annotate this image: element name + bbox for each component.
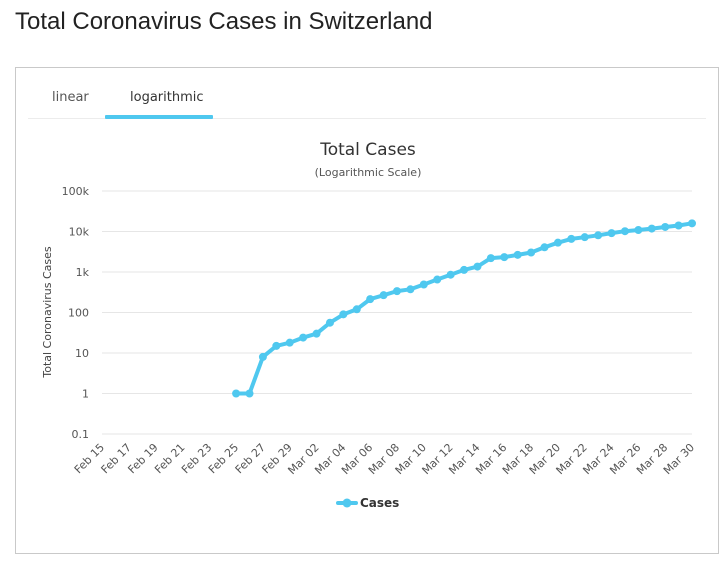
chart-subtitle: (Logarithmic Scale) xyxy=(315,166,422,179)
data-point[interactable] xyxy=(634,225,643,234)
data-point[interactable] xyxy=(647,224,656,233)
data-point[interactable] xyxy=(312,329,321,338)
chart-title: Total Cases xyxy=(319,140,416,160)
data-point[interactable] xyxy=(379,291,388,300)
data-point[interactable] xyxy=(433,275,442,284)
grid-lines xyxy=(102,190,692,435)
y-tick-label: 0.1 xyxy=(72,428,90,441)
data-point[interactable] xyxy=(527,248,536,257)
data-point[interactable] xyxy=(594,231,603,240)
tab-logarithmic[interactable]: logarithmic xyxy=(130,90,204,105)
data-point[interactable] xyxy=(580,233,589,242)
series-cases xyxy=(232,219,696,398)
y-tick-label: 1 xyxy=(82,388,89,401)
tab-linear[interactable]: linear xyxy=(52,90,89,105)
data-point[interactable] xyxy=(258,352,267,361)
data-point[interactable] xyxy=(607,229,616,238)
data-point[interactable] xyxy=(285,338,294,347)
data-point[interactable] xyxy=(661,222,670,231)
page-title: Total Coronavirus Cases in Switzerland xyxy=(15,8,433,35)
legend-label-cases: Cases xyxy=(360,496,399,510)
data-point[interactable] xyxy=(553,238,562,247)
data-point[interactable] xyxy=(339,310,348,319)
data-point[interactable] xyxy=(567,234,576,243)
data-point[interactable] xyxy=(460,265,469,274)
active-tab-indicator xyxy=(105,115,213,119)
data-point[interactable] xyxy=(232,389,241,398)
data-point[interactable] xyxy=(513,250,522,259)
data-point[interactable] xyxy=(620,227,629,236)
data-point[interactable] xyxy=(446,270,455,279)
data-point[interactable] xyxy=(393,287,401,296)
data-point[interactable] xyxy=(540,243,549,252)
data-point[interactable] xyxy=(500,253,509,262)
legend[interactable]: Cases xyxy=(336,496,399,510)
data-point[interactable] xyxy=(352,305,361,314)
data-point[interactable] xyxy=(473,262,482,271)
data-point[interactable] xyxy=(486,254,495,263)
chart-panel: linear logarithmic xyxy=(15,67,719,554)
y-tick-label: 100 xyxy=(68,307,89,320)
data-point[interactable] xyxy=(245,389,254,398)
data-point[interactable] xyxy=(366,295,375,304)
y-tick-label: 10k xyxy=(69,226,90,239)
legend-marker xyxy=(342,498,352,508)
y-tick-label: 100k xyxy=(62,185,90,198)
data-point[interactable] xyxy=(299,333,308,342)
data-point[interactable] xyxy=(406,285,415,294)
y-tick-label: 10 xyxy=(75,347,89,360)
data-point[interactable] xyxy=(674,221,683,230)
data-point[interactable] xyxy=(272,341,281,350)
data-point[interactable] xyxy=(325,318,334,327)
y-tick-labels: 0.1 1 10 100 1k 10k 100k xyxy=(62,185,90,441)
y-axis-label: Total Coronavirus Cases xyxy=(41,246,54,379)
scale-tabs: linear logarithmic xyxy=(28,68,706,119)
y-tick-label: 1k xyxy=(76,266,90,279)
data-point[interactable] xyxy=(688,219,696,228)
series-line xyxy=(234,221,694,396)
data-point[interactable] xyxy=(419,280,428,289)
